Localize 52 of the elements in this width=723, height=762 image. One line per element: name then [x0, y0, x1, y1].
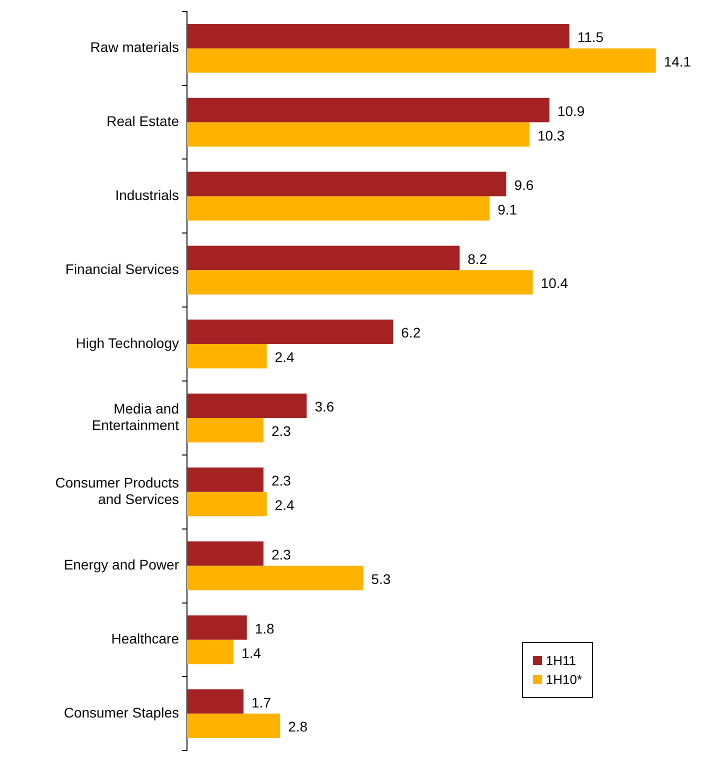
bar: [187, 246, 460, 270]
bar: [187, 320, 394, 344]
bar: [187, 394, 307, 418]
data-label: 2.3: [271, 423, 292, 440]
data-label: 14.1: [664, 53, 692, 70]
bar: [187, 689, 244, 714]
data-label: 9.6: [514, 176, 534, 193]
bar: [187, 640, 234, 664]
data-label: 1.7: [252, 694, 272, 710]
bar: [187, 418, 264, 442]
data-label: 2.4: [274, 496, 294, 513]
y-tick-label: Media and Entertainment: [92, 400, 180, 434]
bar: [187, 615, 247, 640]
bar: [187, 98, 550, 122]
bar: [187, 48, 656, 73]
data-label: 10.3: [537, 127, 565, 144]
data-label: 10.9: [557, 102, 585, 119]
y-tick-label: Financial Services: [65, 260, 179, 277]
data-label: 9.1: [498, 201, 518, 218]
y-tick-label: Raw materials: [90, 39, 179, 56]
data-label: 11.5: [577, 29, 604, 46]
data-label: 1.4: [242, 644, 262, 661]
y-tick-label: Industrials: [115, 187, 179, 204]
legend-label: 1H10*: [546, 672, 582, 687]
data-label: 6.2: [401, 324, 421, 341]
bar: [187, 344, 267, 368]
data-label: 1.8: [254, 620, 275, 636]
bar: [187, 467, 264, 492]
data-label: 8.2: [468, 250, 488, 267]
y-tick-label: Consumer Staples: [64, 704, 179, 720]
bar: [187, 24, 570, 48]
y-tick-label: High Technology: [76, 334, 179, 351]
data-label: 2.8: [288, 718, 308, 735]
y-tick-label: Real Estate: [106, 113, 180, 130]
y-tick-label: Consumer Products and Services: [55, 474, 179, 508]
bar: [187, 172, 506, 196]
data-label: 2.3: [271, 472, 292, 489]
data-label: 10.4: [540, 275, 568, 292]
bar: [187, 566, 364, 590]
bar: [187, 196, 490, 221]
bar: [187, 492, 267, 516]
data-label: 2.4: [274, 349, 294, 366]
data-label: 3.6: [314, 398, 334, 415]
bar: [187, 122, 530, 147]
bar: [187, 541, 264, 566]
bar: [187, 270, 533, 295]
bar: [187, 714, 280, 738]
data-label: 5.3: [371, 570, 391, 587]
y-tick-label: Energy and Power: [64, 556, 180, 573]
legend-label: 1H11: [546, 653, 576, 668]
y-tick-label: Healthcare: [111, 630, 180, 647]
data-label: 2.3: [271, 546, 292, 562]
